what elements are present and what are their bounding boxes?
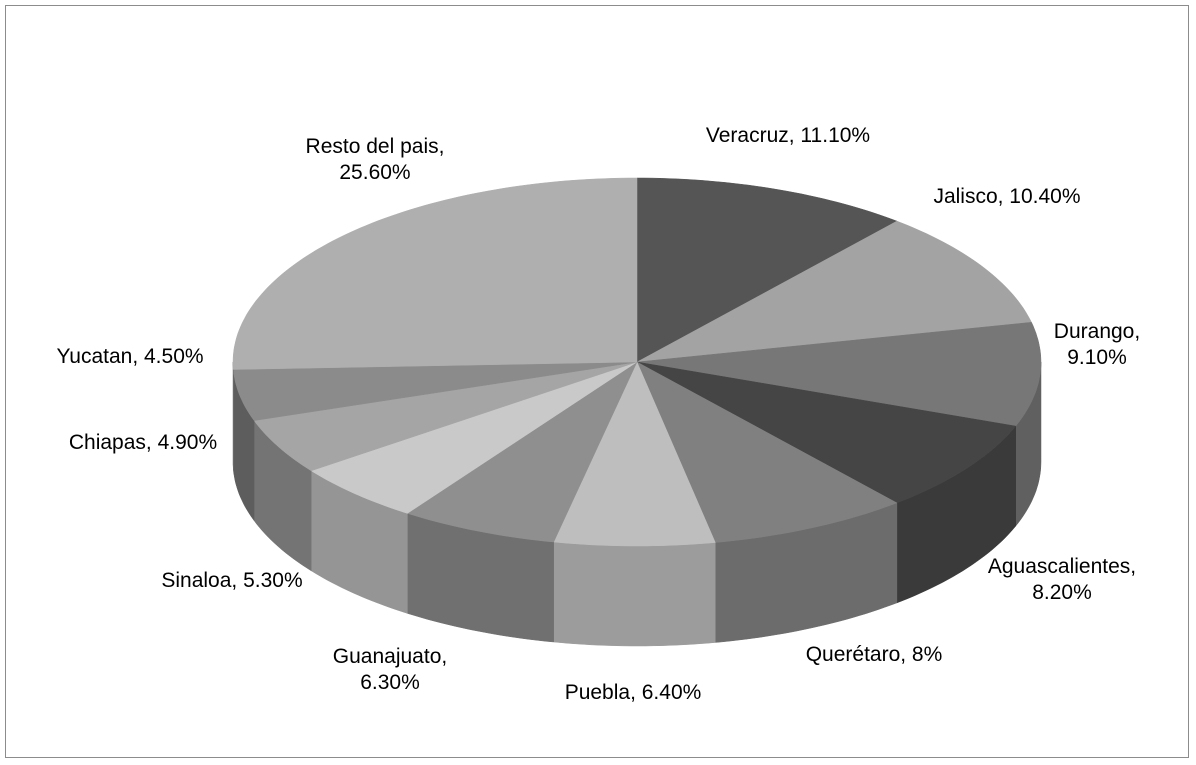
pie-top <box>253 361 638 472</box>
pie-slice <box>233 361 638 522</box>
pie-slice <box>310 361 638 614</box>
pie-slice <box>553 361 716 647</box>
pie-slice <box>232 177 638 470</box>
pie-slice <box>636 177 898 363</box>
data-label: Sinaloa, 5.30% <box>161 569 303 592</box>
pie-slice <box>636 220 1032 363</box>
pie-slice <box>253 361 638 572</box>
data-label: Durango, 9.10% <box>1053 320 1141 369</box>
data-label: Chiapas, 4.90% <box>68 431 218 454</box>
chart-frame <box>5 5 1189 758</box>
data-label: Guanajuato, 6.30% <box>332 645 448 694</box>
pie-top <box>310 361 638 514</box>
pie-side <box>553 541 716 647</box>
pie-top <box>636 220 1032 363</box>
data-label: Puebla, 6.40% <box>564 681 702 704</box>
data-label: Yucatan, 4.50% <box>56 345 204 368</box>
pie-top <box>406 361 638 543</box>
pie-slice <box>636 322 1042 527</box>
data-label: Aguascalientes, 8.20% <box>987 555 1137 604</box>
pie-top <box>636 361 1017 504</box>
data-label: Querétaro, 8% <box>805 643 943 666</box>
pie-top <box>232 177 638 370</box>
data-label: Jalisco, 10.40% <box>933 185 1081 208</box>
pie-slice <box>636 361 898 643</box>
pie-top <box>553 361 716 547</box>
pie-top <box>233 361 638 421</box>
pie-top <box>636 361 898 543</box>
pie-top <box>636 322 1042 427</box>
data-label: Resto del pais, 25.60% <box>305 135 445 184</box>
pie-top <box>636 177 898 363</box>
data-label: Veracruz, 11.10% <box>705 124 871 147</box>
